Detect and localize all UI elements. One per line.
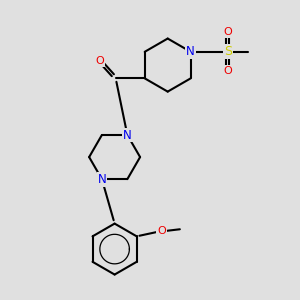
Text: N: N: [186, 45, 195, 58]
Text: O: O: [95, 56, 104, 66]
Text: O: O: [157, 226, 166, 236]
Text: O: O: [224, 27, 232, 37]
Text: S: S: [224, 45, 232, 58]
Text: N: N: [98, 172, 106, 186]
Text: N: N: [123, 128, 132, 142]
Text: O: O: [224, 66, 232, 76]
